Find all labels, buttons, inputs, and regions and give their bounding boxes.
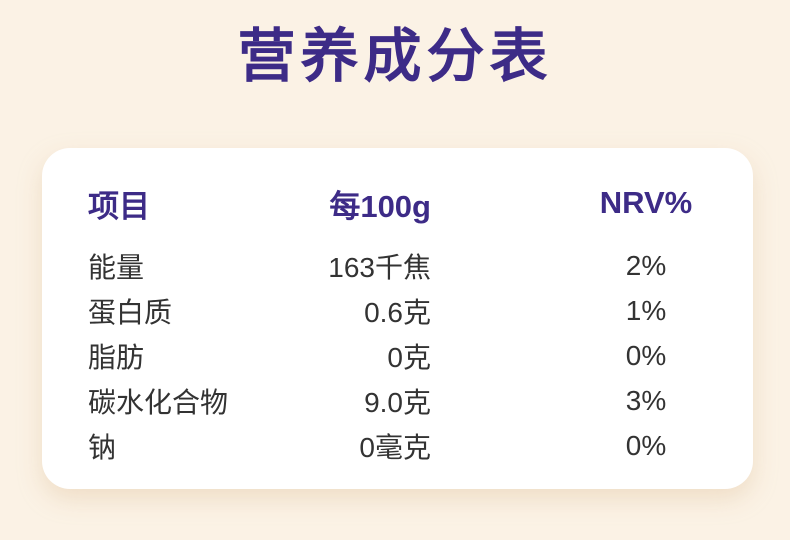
cell-nrv: 3% [625,384,667,416]
cell-nrv: 0% [625,339,667,371]
cell-item: 钠 [88,431,117,463]
nutrition-card: 项目 每100g NRV% 能量 163千焦 2% 蛋白质 0.6克 1% 脂肪… [42,148,753,489]
cell-per-100g: 9.0克 [364,386,431,418]
cell-nrv: 1% [625,294,667,326]
cell-per-100g: 0克 [387,341,431,373]
cell-per-100g: 0毫克 [359,431,431,463]
header-per-100g: 每100g [329,188,431,224]
table-row-sodium: 钠 0毫克 0% [42,423,753,468]
page-title: 营养成分表 [237,24,553,89]
table-row-carbohydrate: 碳水化合物 9.0克 3% [42,378,753,423]
table-row-protein: 蛋白质 0.6克 1% [42,288,753,333]
cell-nrv: 0% [625,429,667,461]
cell-per-100g: 163千焦 [328,251,431,283]
cell-item: 能量 [88,251,145,283]
cell-item: 脂肪 [88,341,145,373]
cell-item: 碳水化合物 [88,386,229,418]
cell-per-100g: 0.6克 [364,296,431,328]
table-header-row: 项目 每100g NRV% [42,178,753,228]
cell-nrv: 2% [625,249,667,281]
table-row-energy: 能量 163千焦 2% [42,243,753,288]
table-row-fat: 脂肪 0克 0% [42,333,753,378]
cell-item: 蛋白质 [88,296,173,328]
header-nrv: NRV% [599,185,693,220]
header-item: 项目 [88,188,150,224]
